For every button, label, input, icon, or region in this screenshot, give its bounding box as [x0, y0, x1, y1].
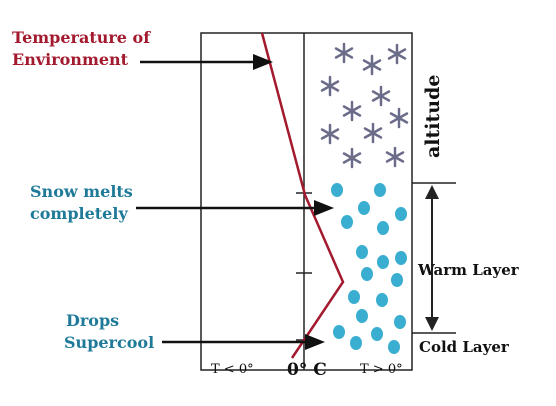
raindrops — [331, 183, 407, 354]
diagram-frame — [200, 32, 413, 371]
temperature-pointer-head — [253, 54, 273, 70]
label-line: Temperature of — [12, 28, 151, 47]
snowflake-icon — [320, 123, 340, 145]
raindrop — [391, 273, 403, 287]
raindrop — [394, 315, 406, 329]
raindrop — [371, 327, 383, 341]
snowflake-icon — [371, 85, 391, 107]
temperature-of-environment-label: Temperature of Environment — [12, 27, 150, 71]
raindrop — [333, 325, 345, 339]
raindrop — [348, 290, 360, 304]
altitude-label: altitude — [422, 74, 444, 159]
arrow-head-down — [425, 317, 439, 331]
snowflake-icon — [342, 100, 362, 122]
snowflake-icon — [389, 107, 409, 129]
raindrop — [361, 267, 373, 281]
raindrop — [377, 255, 389, 269]
raindrop — [395, 207, 407, 221]
environment-temperature-line — [260, 32, 345, 359]
supercool-pointer-head — [305, 334, 325, 350]
warm-layer-label: Warm Layer — [418, 261, 519, 279]
snow-melts-completely-label: Snow melts completely — [30, 181, 133, 225]
snowflake-icon — [320, 75, 340, 97]
label-line: Environment — [12, 50, 129, 69]
label-line: completely — [30, 204, 128, 223]
snow-melts-pointer-head — [314, 200, 334, 216]
raindrop — [377, 221, 389, 235]
arrow-head-up — [425, 185, 439, 199]
raindrop — [374, 183, 386, 197]
snowflake-icon — [363, 122, 383, 144]
raindrop — [331, 183, 343, 197]
snowflake-icon — [387, 43, 407, 65]
snowflake-icon — [342, 147, 362, 169]
zero-celsius-label: 0° C — [287, 360, 327, 380]
above-zero-label: T > 0° — [360, 362, 403, 377]
cold-layer-label: Cold Layer — [419, 338, 509, 356]
raindrop — [350, 336, 362, 350]
drops-supercool-label: Drops Supercool — [64, 310, 154, 354]
snowflake-icon — [385, 146, 405, 168]
snowflake-icon — [362, 54, 382, 76]
raindrop — [358, 201, 370, 215]
raindrop — [388, 340, 400, 354]
label-line: Drops — [66, 311, 120, 330]
raindrop — [341, 215, 353, 229]
raindrop — [376, 293, 388, 307]
raindrop — [356, 245, 368, 259]
below-zero-label: T < 0° — [211, 362, 254, 377]
label-line: Snow melts — [30, 182, 133, 201]
label-line: Supercool — [64, 333, 155, 352]
snowflakes — [320, 42, 409, 169]
raindrop — [356, 309, 368, 323]
raindrop — [395, 251, 407, 265]
snowflake-icon — [334, 42, 354, 64]
